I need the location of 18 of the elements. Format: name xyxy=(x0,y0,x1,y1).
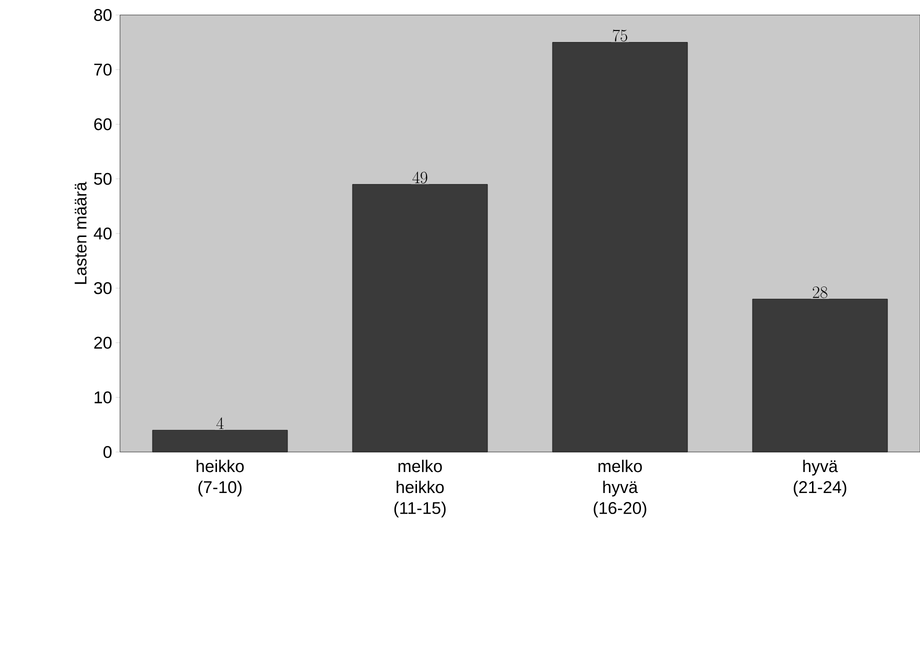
y-tick-label: 50 xyxy=(94,172,112,185)
y-axis-title: Lasten määrä xyxy=(74,182,87,284)
data-label: 4 xyxy=(216,417,224,429)
y-tick-label: 30 xyxy=(94,282,112,294)
x-tick-label: melko hyvä (16-20) xyxy=(594,460,646,518)
data-label: 49 xyxy=(412,172,428,184)
x-tick-label: heikko (7-10) xyxy=(196,460,244,496)
y-tick-label: 60 xyxy=(94,118,112,130)
y-tick-label: 80 xyxy=(94,9,112,21)
y-tick-label: 10 xyxy=(94,391,112,404)
x-tick-label: hyvä (21-24) xyxy=(794,460,846,496)
data-label: 28 xyxy=(812,286,828,298)
data-label: 75 xyxy=(612,29,628,42)
y-tick-label: 20 xyxy=(94,336,112,349)
y-tick-label: 40 xyxy=(94,228,112,240)
y-tick-label: 0 xyxy=(103,446,112,458)
x-tick-label: melko heikko (11-15) xyxy=(394,460,446,518)
y-tick-label: 70 xyxy=(94,64,112,76)
